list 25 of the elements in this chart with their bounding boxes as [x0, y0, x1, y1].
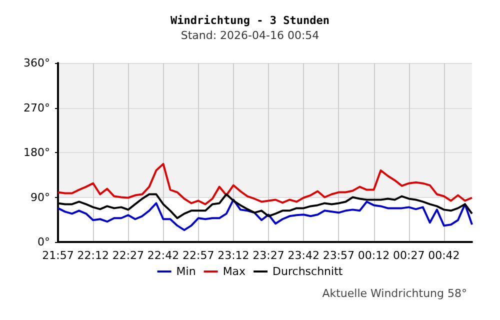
x-tick-label: 23:57 [322, 249, 355, 262]
x-tick-label: 23:42 [288, 249, 320, 262]
y-tick-label: 180° [24, 146, 50, 159]
x-tick-label: 22:57 [182, 249, 214, 262]
y-tick-label: 0° [38, 236, 50, 248]
text: Aktuelle Windrichtung 58° [322, 287, 468, 300]
y-tick-label: 90° [30, 190, 50, 204]
y-tick-label: 270° [24, 101, 50, 114]
x-tick-label: 21:57 [42, 249, 74, 262]
chart-title: Windrichtung - 3 Stunden [170, 14, 330, 27]
x-tick-label: 23:12 [218, 249, 250, 262]
line-series [57, 198, 473, 232]
legend-label: Max [222, 265, 246, 278]
x-tick-label: 00:27 [392, 249, 425, 262]
chart-subtitle: Stand: 2026-04-16 00:54 [180, 29, 320, 42]
x-tick-label: 00:42 [428, 249, 460, 262]
x-tick-label: 22:42 [147, 249, 180, 262]
y-tick-label: 360° [24, 56, 50, 70]
legend-label: Durchschnitt [272, 265, 344, 278]
x-tick-label: 00:12 [358, 249, 390, 262]
line-series [57, 162, 473, 206]
x-tick-label: 22:12 [77, 249, 109, 262]
legend-label: Min [176, 265, 196, 278]
x-tick-label: 22:27 [112, 249, 144, 262]
x-tick-label: 23:27 [252, 249, 284, 262]
